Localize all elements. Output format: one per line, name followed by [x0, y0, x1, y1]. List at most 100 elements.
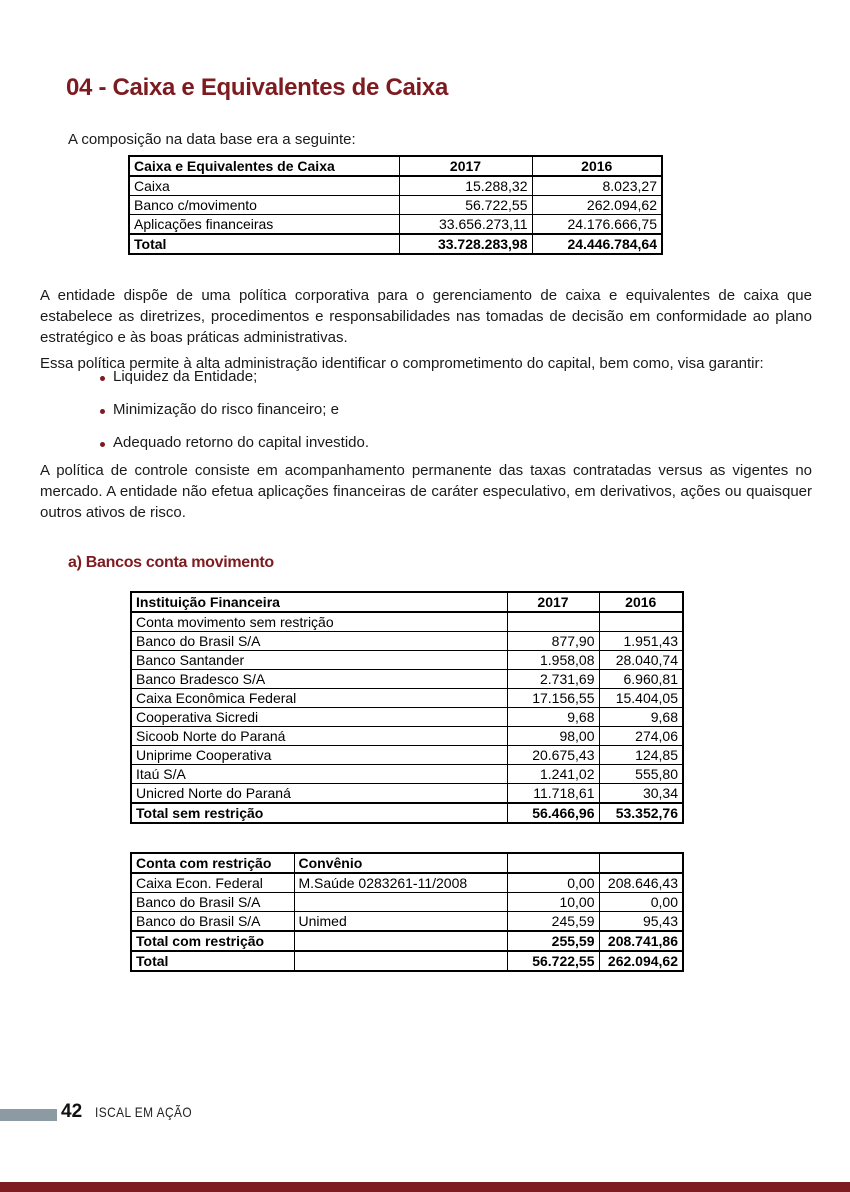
bullet-text: Minimização do risco financeiro; e	[113, 401, 339, 418]
table-row: Total 33.728.283,98 24.446.784,64	[128, 233, 663, 255]
table-cell: 17.156,55	[506, 688, 600, 708]
table-row: Banco do Brasil S/A 877,90 1.951,43	[130, 631, 684, 651]
table-cell: 9,68	[506, 707, 600, 727]
table-row: Banco Bradesco S/A 2.731,69 6.960,81	[130, 669, 684, 689]
table-cell	[506, 611, 600, 632]
table-cell: Banco do Brasil S/A	[130, 892, 295, 912]
bullet-icon	[100, 376, 105, 381]
list-item: Adequado retorno do capital investido.	[100, 432, 369, 453]
table-row: Sicoob Norte do Paraná 98,00 274,06	[130, 726, 684, 746]
table-cell: Cooperativa Sicredi	[130, 707, 508, 727]
table-cell	[598, 852, 684, 874]
table-cell: Unimed	[293, 911, 508, 932]
section-heading-bancos: a) Bancos conta movimento	[68, 554, 274, 572]
list-item: Liquidez da Entidade;	[100, 366, 369, 387]
page-number: 42	[61, 1101, 83, 1122]
table-row: Unicred Norte do Paraná 11.718,61 30,34	[130, 783, 684, 804]
table-cell: 15.288,32	[398, 175, 533, 196]
table-row: Total 56.722,55 262.094,62	[130, 950, 684, 972]
table-cell: Banco Santander	[130, 650, 508, 670]
table-cell: 274,06	[598, 726, 684, 746]
paragraph-guarantee: Essa política permite à alta administraç…	[40, 355, 764, 372]
table-cell	[293, 892, 508, 912]
table-header-row: Conta com restrição Convênio	[130, 852, 684, 874]
table-cell: 30,34	[598, 783, 684, 804]
table-cell: 208.646,43	[598, 872, 684, 893]
table-cell: 0,00	[598, 892, 684, 912]
conta-restricao-table: Conta com restrição Convênio Caixa Econ. F…	[130, 852, 684, 972]
table-cell: 24.446.784,64	[531, 233, 663, 255]
table-row: Banco c/movimento 56.722,55 262.094,62	[128, 195, 663, 215]
table-cell: 10,00	[506, 892, 600, 912]
table-cell: 2.731,69	[506, 669, 600, 689]
table-cell: 208.741,86	[598, 930, 684, 952]
bullet-icon	[100, 409, 105, 414]
intro-text: A composição na data base era a seguinte…	[68, 131, 356, 148]
table-cell: 877,90	[506, 631, 600, 651]
bullet-text: Adequado retorno do capital investido.	[113, 434, 370, 451]
table-cell: 20.675,43	[506, 745, 600, 765]
table-cell	[293, 930, 508, 952]
table-cell: Total	[130, 950, 295, 972]
table-row: Total com restrição 255,59 208.741,86	[130, 930, 684, 952]
table-row: Caixa 15.288,32 8.023,27	[128, 175, 663, 196]
footer-brand-text: ISCAL EM AÇÃO	[95, 1104, 193, 1120]
table-cell: 2017	[398, 155, 533, 177]
table-cell: Caixa	[128, 175, 400, 196]
bullet-icon	[100, 442, 105, 447]
table-cell: 28.040,74	[598, 650, 684, 670]
table-cell: 262.094,62	[531, 195, 663, 215]
table-cell: 1.241,02	[506, 764, 600, 784]
table-cell: Conta movimento sem restrição	[130, 611, 508, 632]
table-cell: Banco Bradesco S/A	[130, 669, 508, 689]
table-cell	[293, 950, 508, 972]
guarantee-bullet-list: Liquidez da Entidade; Minimização do ris…	[100, 366, 369, 465]
table-row: Conta movimento sem restrição	[130, 611, 684, 632]
table-cell: 95,43	[598, 911, 684, 932]
table-cell: Total	[128, 233, 400, 255]
table-row: Aplicações financeiras 33.656.273,11 24.17…	[128, 214, 663, 235]
table-cell: Itaú S/A	[130, 764, 508, 784]
table-cell: 0,00	[506, 872, 600, 893]
table-cell: 8.023,27	[531, 175, 663, 196]
table-cell: 262.094,62	[598, 950, 684, 972]
table-cell: Total com restrição	[130, 930, 295, 952]
table-cell: 53.352,76	[598, 802, 684, 824]
table-cell: 555,80	[598, 764, 684, 784]
table-cell: Banco do Brasil S/A	[130, 911, 295, 932]
table-row: Cooperativa Sicredi 9,68 9,68	[130, 707, 684, 727]
table-cell: Unicred Norte do Paraná	[130, 783, 508, 804]
table-row: Caixa Econ. Federal M.Saúde 0283261-11/20…	[130, 872, 684, 893]
bullet-text: Liquidez da Entidade;	[113, 368, 258, 385]
table-cell: Sicoob Norte do Paraná	[130, 726, 508, 746]
table-cell: 11.718,61	[506, 783, 600, 804]
table-row: Banco Santander 1.958,08 28.040,74	[130, 650, 684, 670]
table-cell: Caixa Econômica Federal	[130, 688, 508, 708]
table-cell: 24.176.666,75	[531, 214, 663, 235]
page-title: 04 - Caixa e Equivalentes de Caixa	[66, 74, 448, 102]
paragraph-control: A política de controle consiste em acomp…	[40, 462, 812, 521]
table-header-row: Instituição Financeira 2017 2016	[130, 591, 684, 613]
instituicao-financeira-table: Instituição Financeira 2017 2016 Conta movi…	[130, 591, 684, 824]
table-cell: 98,00	[506, 726, 600, 746]
table-cell: 56.722,55	[506, 950, 600, 972]
bottom-accent-bar	[0, 1182, 850, 1192]
table-cell: Convênio	[293, 852, 508, 874]
table-cell: 1.951,43	[598, 631, 684, 651]
table-cell: 33.728.283,98	[398, 233, 533, 255]
table-row: Banco do Brasil S/A 10,00 0,00	[130, 892, 684, 912]
table-cell: Uniprime Cooperativa	[130, 745, 508, 765]
table-cell: Caixa Econ. Federal	[130, 872, 295, 893]
table-row: Banco do Brasil S/A Unimed 245,59 95,43	[130, 911, 684, 932]
table-cell: 33.656.273,11	[398, 214, 533, 235]
table-cell: Instituição Financeira	[130, 591, 508, 613]
paragraph-policy: A entidade dispõe de uma política corpor…	[40, 287, 812, 346]
table-cell: 56.722,55	[398, 195, 533, 215]
table-row: Itaú S/A 1.241,02 555,80	[130, 764, 684, 784]
table-cell: 2017	[506, 591, 600, 613]
table-cell: 1.958,08	[506, 650, 600, 670]
table-cell: Banco c/movimento	[128, 195, 400, 215]
table-cell: 56.466,96	[506, 802, 600, 824]
table-cell: Aplicações financeiras	[128, 214, 400, 235]
